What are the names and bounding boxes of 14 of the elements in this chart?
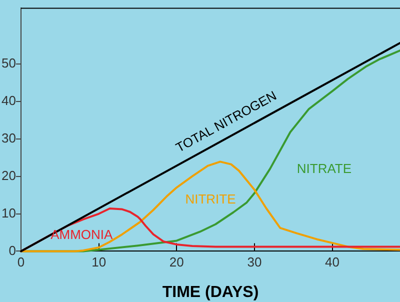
y-tick-label: 40 xyxy=(2,92,16,108)
y-tick-label: 30 xyxy=(2,130,16,146)
x-tick-label: 10 xyxy=(92,254,106,270)
series-label: NITRITE xyxy=(185,192,236,207)
series-label: AMMONIA xyxy=(50,226,114,242)
x-axis-title: TIME (DAYS) xyxy=(162,284,259,301)
y-tick-label: 50 xyxy=(2,56,16,71)
y-tick-label: 0 xyxy=(8,242,16,258)
x-tick-label: 20 xyxy=(169,254,184,270)
x-tick-label: 30 xyxy=(247,254,262,270)
x-tick-label: 40 xyxy=(325,254,340,270)
y-tick-label: 20 xyxy=(2,168,16,183)
series-label: NITRATE xyxy=(296,161,352,176)
y-tick-label: 10 xyxy=(2,205,16,220)
